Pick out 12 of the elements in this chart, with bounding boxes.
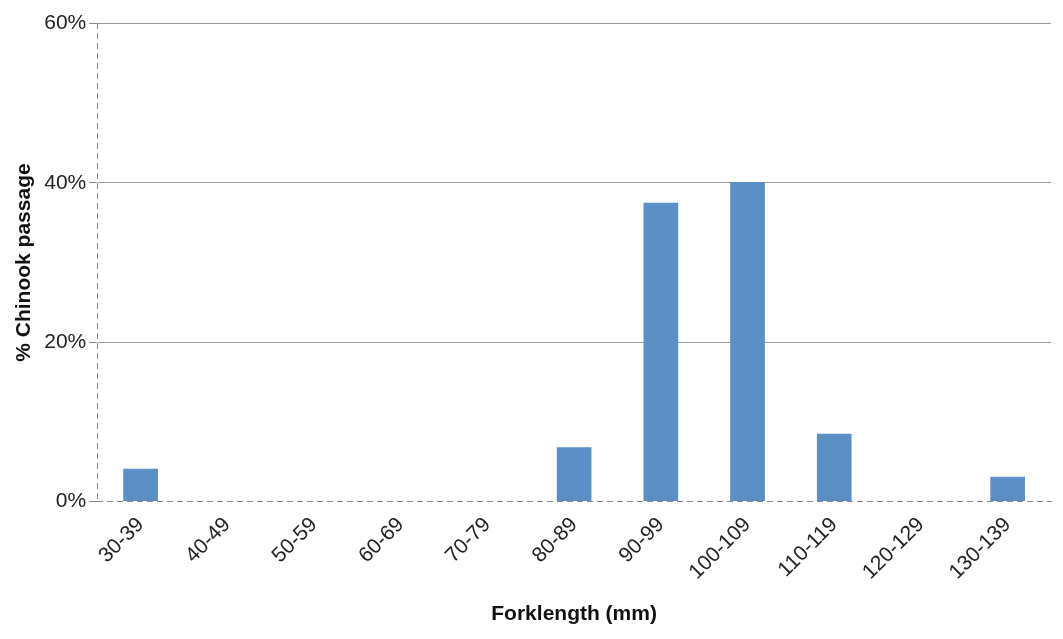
bar [556, 447, 592, 501]
y-tick-label: 0% [55, 488, 87, 512]
y-tick-label: 40% [44, 169, 87, 193]
y-axis-title: % Chinook passage [11, 163, 35, 362]
bar [643, 202, 679, 501]
x-axis-title: Forklength (mm) [491, 601, 657, 625]
y-tick-label: 20% [44, 328, 87, 352]
bar [123, 468, 158, 501]
bar [990, 476, 1025, 501]
bar [730, 182, 765, 501]
y-tick-label: 60% [44, 10, 87, 34]
bar [816, 433, 852, 501]
